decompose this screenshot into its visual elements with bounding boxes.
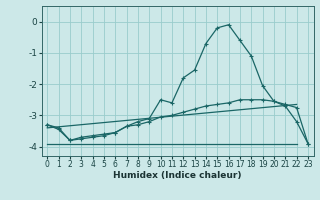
X-axis label: Humidex (Indice chaleur): Humidex (Indice chaleur) xyxy=(113,171,242,180)
